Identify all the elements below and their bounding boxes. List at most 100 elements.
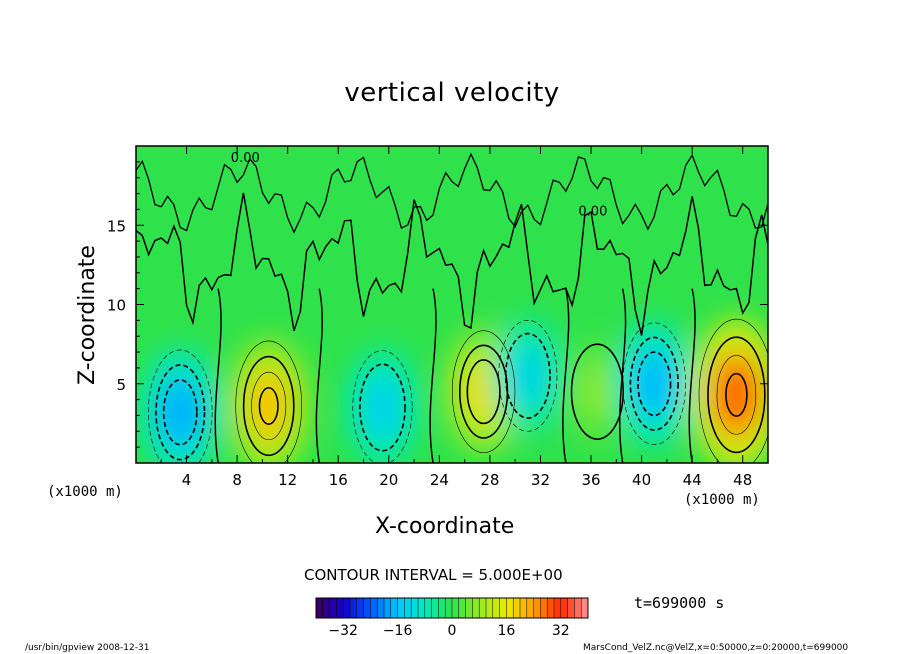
x-unit-label-right: (x1000 m) xyxy=(684,492,760,508)
contour-ring xyxy=(251,371,287,441)
colorbar-segment xyxy=(526,598,534,618)
colorbar-segment xyxy=(431,598,439,618)
cell-core xyxy=(246,369,291,443)
y-tick-label: 15 xyxy=(107,217,126,235)
y-axis-label: Z-coordinate xyxy=(75,245,100,385)
colorbar-segment xyxy=(574,598,582,618)
zero-contour-boundary xyxy=(562,288,570,463)
colorbar-frame xyxy=(315,597,589,619)
contour-ring xyxy=(352,350,413,463)
colorbar-segment xyxy=(343,598,351,618)
colorbar-segment xyxy=(492,598,500,618)
contour-ring xyxy=(235,340,303,463)
contour-ring xyxy=(162,379,198,446)
colorbar-segment xyxy=(424,598,432,618)
contour-ring xyxy=(707,336,766,454)
colorbar-segment xyxy=(350,598,358,618)
chart-title: vertical velocity xyxy=(344,78,560,108)
colorbar-segment xyxy=(390,598,398,618)
contour-ring xyxy=(629,336,679,431)
colorbar: −32 −16 0 16 32 xyxy=(315,597,589,639)
cell-core xyxy=(579,363,616,420)
contour-ring xyxy=(698,318,768,463)
contour-label: 0.00 xyxy=(578,205,607,220)
contour-lines xyxy=(136,152,768,463)
contour-value-labels: 0.00 0.00 xyxy=(231,151,608,220)
y-axis: 5 10 15 xyxy=(107,161,768,448)
footer-command: /usr/bin/gpview 2008-12-31 xyxy=(25,643,150,653)
zero-contour-boundary xyxy=(618,288,627,463)
x-tick-label: 48 xyxy=(733,471,752,489)
colorbar-segment xyxy=(479,598,487,618)
colorbar-segment xyxy=(540,598,548,618)
x-unit-label-left: (x1000 m) xyxy=(47,484,123,500)
y-tick-label: 5 xyxy=(116,376,126,394)
footer-source: MarsCond_VelZ.nc@VelZ,x=0:50000,z=0:2000… xyxy=(583,643,849,653)
colorbar-segment xyxy=(322,598,330,618)
colorbar-segment xyxy=(554,598,562,618)
colorbar-segment xyxy=(533,598,541,618)
colorbar-segment xyxy=(472,598,480,618)
x-axis-label: X-coordinate xyxy=(375,514,515,539)
colorbar-segment xyxy=(445,598,453,618)
cell-core xyxy=(711,353,762,437)
colorbar-segment xyxy=(418,598,426,618)
colorbar-segment xyxy=(506,598,514,618)
contour-label: 0.00 xyxy=(231,151,260,166)
colorbar-segment xyxy=(397,598,405,618)
contour-ring xyxy=(716,355,757,435)
colorbar-tick-label: −16 xyxy=(383,623,413,639)
colorbar-segment xyxy=(560,598,568,618)
colorbar-segment xyxy=(329,598,337,618)
colorbar-segment xyxy=(452,598,460,618)
x-tick-label: 20 xyxy=(379,471,398,489)
zero-contour-upper xyxy=(136,152,768,234)
x-tick-label: 32 xyxy=(531,471,550,489)
colorbar-segment xyxy=(356,598,364,618)
colorbar-segment xyxy=(316,598,324,618)
cell-core xyxy=(158,377,202,448)
colorbar-tick-label: 32 xyxy=(552,623,570,639)
x-tick-label: 12 xyxy=(278,471,297,489)
x-tick-label: 8 xyxy=(232,471,242,489)
x-axis: 4 8 12 16 20 24 28 32 36 40 44 48 xyxy=(160,146,752,489)
cell-core xyxy=(633,349,676,419)
contour-ring xyxy=(622,322,686,445)
zero-contour-boundary xyxy=(688,288,696,463)
contour-ring xyxy=(258,386,279,425)
colorbar-segment xyxy=(520,598,528,618)
x-tick-label: 24 xyxy=(430,471,449,489)
colorbar-segment xyxy=(404,598,412,618)
contour-ring xyxy=(498,319,558,432)
contour-ring xyxy=(155,364,206,461)
x-tick-label: 36 xyxy=(581,471,600,489)
colorbar-segment xyxy=(370,598,378,618)
colorbar-segment xyxy=(547,598,555,618)
contour-ring xyxy=(359,363,406,452)
zero-contour xyxy=(136,192,768,336)
contour-ring xyxy=(725,372,748,417)
colorbar-tick-label: −32 xyxy=(328,623,358,639)
colorbar-segment xyxy=(567,598,575,618)
x-tick-label: 44 xyxy=(683,471,702,489)
x-tick-label: 28 xyxy=(480,471,499,489)
contour-ring xyxy=(458,344,509,439)
colorbar-segment xyxy=(384,598,392,618)
contour-ring xyxy=(451,330,516,453)
colorbar-segment xyxy=(499,598,507,618)
colorbar-segment xyxy=(377,598,385,618)
zero-contour-boundary xyxy=(429,288,437,463)
colorbar-tick-label: 16 xyxy=(497,623,515,639)
colorbar-segment xyxy=(411,598,419,618)
zero-contour-boundary xyxy=(214,288,222,463)
colorbar-segment xyxy=(336,598,344,618)
contour-ring xyxy=(148,349,213,463)
contour-interval-text: CONTOUR INTERVAL = 5.000E+00 xyxy=(304,566,563,584)
x-tick-label: 16 xyxy=(329,471,348,489)
colorbar-segment xyxy=(581,598,589,618)
cell-core xyxy=(362,375,403,440)
contour-ring xyxy=(242,355,295,457)
y-tick-label: 10 xyxy=(107,297,126,315)
colorbar-segment xyxy=(438,598,446,618)
